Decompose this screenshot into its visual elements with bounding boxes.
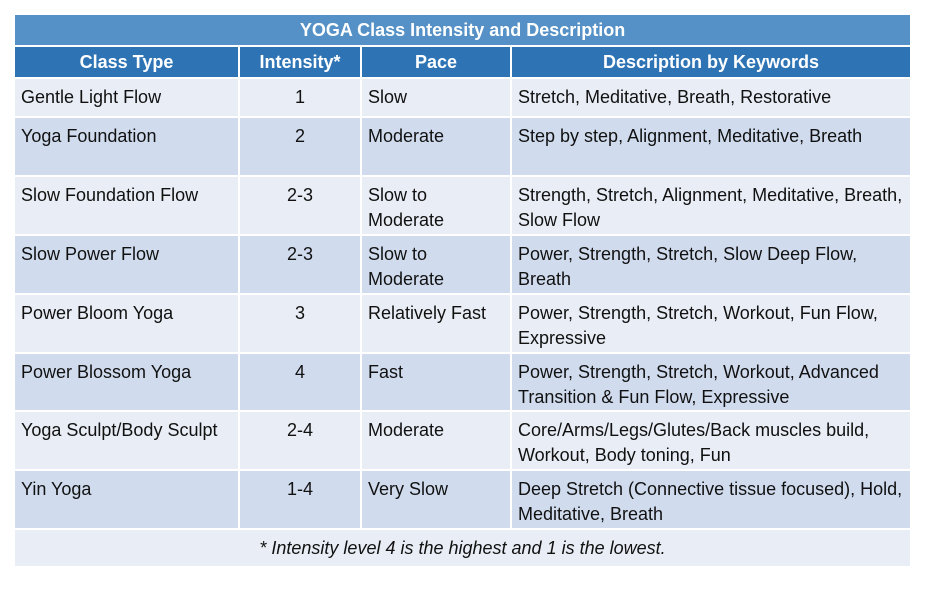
- pace-cell: Slow: [360, 77, 512, 118]
- table-row: Power Blossom Yoga 4 Fast Power, Strength, …: [13, 352, 913, 412]
- column-header-description: Description by Keywords: [509, 45, 913, 79]
- description-cell: Power, Strength, Stretch, Slow Deep Flow…: [509, 234, 913, 295]
- description-cell: Strength, Stretch, Alignment, Meditative…: [509, 175, 913, 236]
- description-cell: Power, Strength, Stretch, Workout, Advan…: [509, 352, 913, 412]
- class-type-cell: Slow Power Flow: [13, 234, 240, 295]
- description-cell: Core/Arms/Legs/Glutes/Back muscles build…: [509, 410, 913, 471]
- column-header-pace: Pace: [360, 45, 512, 79]
- footnote: * Intensity level 4 is the highest and 1…: [12, 528, 913, 568]
- column-header-intensity: Intensity*: [238, 45, 362, 79]
- description-cell: Deep Stretch (Connective tissue focused)…: [509, 469, 913, 530]
- table-row: Power Bloom Yoga 3 Relatively Fast Power, S…: [13, 293, 913, 354]
- description-cell: Power, Strength, Stretch, Workout, Fun F…: [509, 293, 913, 354]
- class-type-cell: Power Blossom Yoga: [13, 352, 240, 412]
- class-type-cell: Slow Foundation Flow: [13, 175, 240, 236]
- class-type-cell: Yin Yoga: [13, 469, 240, 530]
- table-title: YOGA Class Intensity and Description: [12, 13, 913, 47]
- description-cell: Stretch, Meditative, Breath, Restorative: [509, 77, 913, 118]
- table-row: Yin Yoga 1-4 Very Slow Deep Stretch (Connec…: [13, 469, 913, 530]
- pace-cell: Slow to Moderate: [360, 175, 512, 236]
- intensity-cell: 2-3: [238, 234, 362, 295]
- intensity-cell: 3: [238, 293, 362, 354]
- pace-cell: Relatively Fast: [360, 293, 512, 354]
- pace-cell: Moderate: [360, 410, 512, 471]
- table-row: Slow Foundation Flow 2-3 Slow to Moderate S…: [13, 175, 913, 236]
- table-row: Gentle Light Flow 1 Slow Stretch, Meditativ…: [13, 77, 913, 118]
- intensity-cell: 4: [238, 352, 362, 412]
- table-row: Yoga Foundation 2 Moderate Step by step, Al…: [13, 116, 913, 177]
- pace-cell: Very Slow: [360, 469, 512, 530]
- table-row: Yoga Sculpt/Body Sculpt 2-4 Moderate Core/A…: [13, 410, 913, 471]
- column-header-class-type: Class Type: [13, 45, 240, 79]
- intensity-cell: 2-3: [238, 175, 362, 236]
- intensity-cell: 2-4: [238, 410, 362, 471]
- description-cell: Step by step, Alignment, Meditative, Bre…: [509, 116, 913, 177]
- class-type-cell: Yoga Foundation: [13, 116, 240, 177]
- class-type-cell: Yoga Sculpt/Body Sculpt: [13, 410, 240, 471]
- pace-cell: Slow to Moderate: [360, 234, 512, 295]
- intensity-cell: 2: [238, 116, 362, 177]
- class-type-cell: Gentle Light Flow: [13, 77, 240, 118]
- intensity-cell: 1: [238, 77, 362, 118]
- intensity-cell: 1-4: [238, 469, 362, 530]
- class-type-cell: Power Bloom Yoga: [13, 293, 240, 354]
- table-row: Slow Power Flow 2-3 Slow to Moderate Power,…: [13, 234, 913, 295]
- yoga-class-table: YOGA Class Intensity and Description Cla…: [12, 13, 913, 568]
- pace-cell: Moderate: [360, 116, 512, 177]
- pace-cell: Fast: [360, 352, 512, 412]
